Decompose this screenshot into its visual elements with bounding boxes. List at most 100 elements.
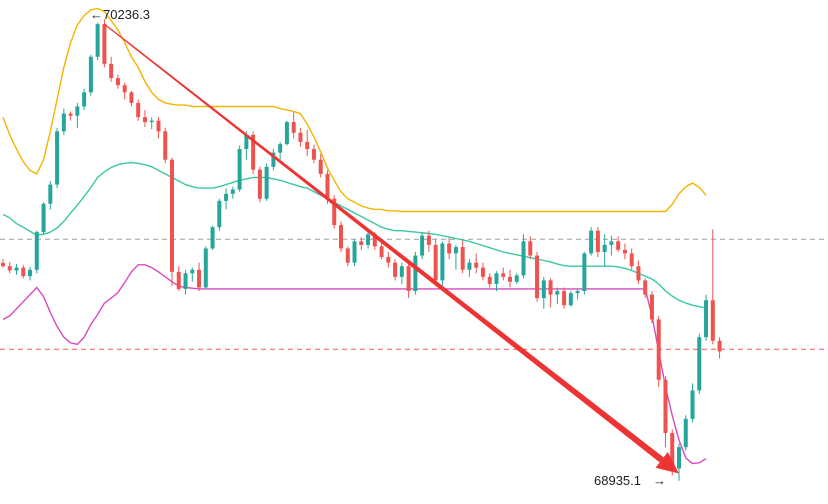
candle-body <box>656 319 661 380</box>
candle <box>352 239 357 267</box>
candle-body <box>75 106 80 116</box>
candle-body <box>156 120 161 132</box>
candle <box>102 19 107 68</box>
candle-body <box>366 234 371 245</box>
candle <box>82 88 87 111</box>
candle-body <box>372 234 377 247</box>
high-annotation: ← 70236.3 <box>90 7 150 22</box>
candle-body <box>616 241 621 250</box>
candle <box>562 287 567 309</box>
candle-body <box>379 246 384 257</box>
candle <box>636 260 641 284</box>
candle <box>508 269 512 288</box>
candle-body <box>14 267 19 271</box>
candle <box>284 120 289 146</box>
candle-body <box>521 241 526 276</box>
candle-body <box>190 269 195 274</box>
candle-body <box>568 293 573 306</box>
low-price-label: 68935.1 <box>594 473 641 488</box>
candle <box>420 232 425 260</box>
candle-body <box>643 280 648 295</box>
candle-body <box>170 159 174 272</box>
candle <box>589 227 594 256</box>
candle-body <box>28 269 33 277</box>
candle-body <box>237 149 242 190</box>
candle <box>41 202 46 235</box>
candle <box>460 240 465 274</box>
candle-body <box>197 269 202 288</box>
candle <box>129 90 134 107</box>
candle-body <box>602 244 607 252</box>
candle-body <box>48 184 53 204</box>
bollinger-lower-line <box>2 264 707 465</box>
candle-body <box>406 266 411 292</box>
candle <box>48 181 53 210</box>
candle-body <box>136 102 141 118</box>
candle <box>251 131 256 174</box>
candle-body <box>224 193 229 201</box>
candle <box>426 230 431 252</box>
candle-body <box>230 189 235 194</box>
candle-body <box>284 122 289 145</box>
candle <box>467 259 472 277</box>
candle-body <box>88 56 93 93</box>
candle-body <box>264 166 269 199</box>
candle <box>622 243 627 260</box>
candle <box>311 144 316 164</box>
candle-body <box>129 92 134 103</box>
candle <box>514 273 519 284</box>
candle-body <box>203 248 208 288</box>
candle-body <box>122 85 127 93</box>
candle <box>115 74 120 89</box>
candles <box>1 19 722 481</box>
candle <box>203 246 208 289</box>
candle <box>717 337 722 359</box>
candle-body <box>460 247 465 270</box>
high-price-label: 70236.3 <box>103 7 150 22</box>
candle <box>379 242 384 260</box>
candle <box>582 252 587 295</box>
candle-body <box>589 230 594 254</box>
candle <box>305 129 310 157</box>
candle <box>149 117 154 130</box>
candle-body <box>426 235 431 245</box>
candle <box>399 262 404 284</box>
candle <box>14 264 19 275</box>
candle-body <box>278 144 283 153</box>
bollinger-middle-line <box>2 161 707 309</box>
candle-body <box>102 24 107 64</box>
candle <box>494 271 499 292</box>
candle-body <box>163 131 168 160</box>
candle <box>649 291 654 323</box>
candle-body <box>609 241 614 245</box>
candle-body <box>480 267 485 277</box>
candle <box>88 54 93 96</box>
candle-body <box>649 294 654 320</box>
candle <box>230 186 235 199</box>
candle <box>710 229 715 345</box>
candle-body <box>690 390 695 419</box>
candle-body <box>670 433 675 469</box>
candle <box>643 278 648 299</box>
candle <box>176 266 181 292</box>
candle <box>535 252 540 302</box>
candle <box>609 235 614 256</box>
candle <box>21 264 26 279</box>
high-arrow-glyph: ← <box>90 7 103 22</box>
candle-body <box>257 169 262 199</box>
candle <box>163 127 168 164</box>
candle-body <box>359 241 364 245</box>
candle <box>264 163 269 201</box>
candle-body <box>629 253 634 267</box>
candle-body <box>575 291 580 294</box>
candle <box>224 188 229 210</box>
candle <box>156 117 161 139</box>
candle <box>61 108 66 135</box>
candle-body <box>683 418 688 448</box>
candle-body <box>562 291 567 306</box>
candle-body <box>291 122 296 133</box>
candle <box>595 227 600 257</box>
candle-body <box>474 262 479 268</box>
